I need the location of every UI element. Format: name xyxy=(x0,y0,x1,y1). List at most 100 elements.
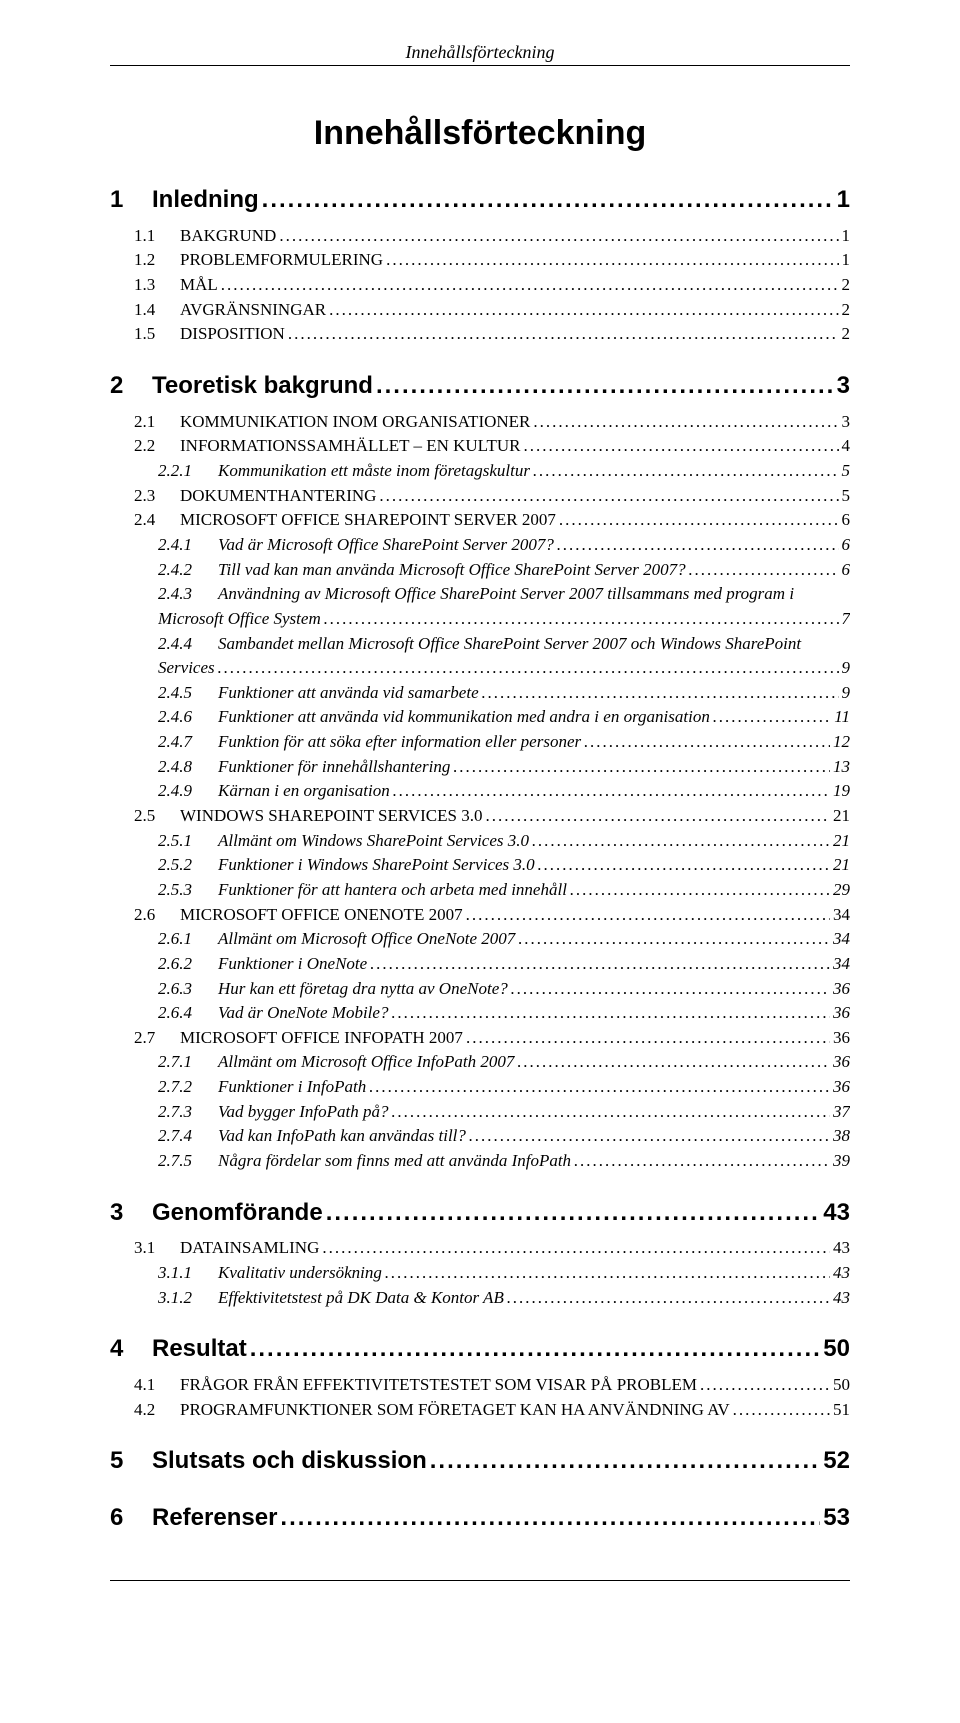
toc-label: MICROSOFT OFFICE ONENOTE 2007 xyxy=(180,903,463,928)
toc-page: 43 xyxy=(833,1261,850,1286)
toc-entry: 2Teoretisk bakgrund3 xyxy=(110,369,850,404)
toc-page: 50 xyxy=(823,1332,850,1367)
toc-page: 34 xyxy=(833,952,850,977)
toc-entry: 2.7.4Vad kan InfoPath kan användas till?… xyxy=(158,1124,850,1149)
toc-num: 2.7.2 xyxy=(158,1075,218,1100)
toc-entry: 2.4.5Funktioner att använda vid samarbet… xyxy=(158,681,850,706)
toc-num: 1.2 xyxy=(134,248,180,273)
toc-num: 5 xyxy=(110,1444,152,1479)
rule-top xyxy=(110,65,850,66)
toc-entry: 2.4.4Sambandet mellan Microsoft Office S… xyxy=(158,632,850,681)
toc-label: Funktioner att använda vid kommunikation… xyxy=(218,705,710,730)
toc-leader xyxy=(280,1501,820,1536)
toc-leader xyxy=(250,1332,821,1367)
toc-num: 2.7.4 xyxy=(158,1124,218,1149)
toc-entry: 2.5.1Allmänt om Windows SharePoint Servi… xyxy=(158,829,850,854)
running-head: Innehållsförteckning xyxy=(110,42,850,63)
toc-leader xyxy=(557,533,839,558)
toc-page: 38 xyxy=(833,1124,850,1149)
toc-num: 2.4.9 xyxy=(158,779,218,804)
toc-entry: 2.1KOMMUNIKATION INOM ORGANISATIONER3 xyxy=(134,410,850,435)
toc-leader xyxy=(370,952,830,977)
toc-leader xyxy=(518,927,830,952)
toc-leader xyxy=(482,681,839,706)
toc-num: 4.1 xyxy=(134,1373,180,1398)
toc-page: 9 xyxy=(842,681,851,706)
toc-label: AVGRÄNSNINGAR xyxy=(180,298,326,323)
toc-entry: 4.1FRÅGOR FRÅN EFFEKTIVITETSTESTET SOM V… xyxy=(134,1373,850,1398)
toc-leader xyxy=(700,1373,830,1398)
toc-page: 5 xyxy=(842,484,851,509)
toc-entry: 2.7.3Vad bygger InfoPath på?37 xyxy=(158,1100,850,1125)
toc-leader xyxy=(221,273,839,298)
toc-num: 2.4.4 xyxy=(158,632,218,657)
page-title: Innehållsförteckning xyxy=(110,114,850,153)
toc-num: 2 xyxy=(110,369,152,404)
toc-entry: 2.4.8Funktioner för innehållshantering13 xyxy=(158,755,850,780)
toc-entry: 1.4AVGRÄNSNINGAR2 xyxy=(134,298,850,323)
toc-label: Allmänt om Windows SharePoint Services 3… xyxy=(218,829,529,854)
toc-entry: 2.4MICROSOFT OFFICE SHAREPOINT SERVER 20… xyxy=(134,508,850,533)
toc-entry: 2.3DOKUMENTHANTERING 5 xyxy=(134,484,850,509)
toc-page: 51 xyxy=(833,1398,850,1423)
toc-num: 1.5 xyxy=(134,322,180,347)
toc-leader xyxy=(570,878,830,903)
toc-num: 2.2 xyxy=(134,434,180,459)
toc-entry: 1.3MÅL2 xyxy=(134,273,850,298)
toc-page: 50 xyxy=(833,1373,850,1398)
toc-entry: 5Slutsats och diskussion52 xyxy=(110,1444,850,1479)
toc-page: 21 xyxy=(833,804,850,829)
toc-entry: 2.5.3Funktioner för att hantera och arbe… xyxy=(158,878,850,903)
toc-page: 53 xyxy=(823,1501,850,1536)
toc-num: 3.1 xyxy=(134,1236,180,1261)
toc-page: 36 xyxy=(833,1075,850,1100)
toc-page: 12 xyxy=(833,730,850,755)
toc-num: 2.3 xyxy=(134,484,180,509)
toc-num: 2.4.3 xyxy=(158,582,218,607)
toc-leader xyxy=(524,434,839,459)
toc-leader xyxy=(329,298,838,323)
toc-leader xyxy=(393,779,830,804)
toc-label: Effektivitetstest på DK Data & Kontor AB xyxy=(218,1286,504,1311)
toc-label: WINDOWS SHAREPOINT SERVICES 3.0 xyxy=(180,804,482,829)
toc-label: DOKUMENTHANTERING xyxy=(180,484,376,509)
toc-label: KOMMUNIKATION INOM ORGANISATIONER xyxy=(180,410,530,435)
toc-label: PROGRAMFUNKTIONER SOM FÖRETAGET KAN HA A… xyxy=(180,1398,730,1423)
toc-leader xyxy=(485,804,830,829)
toc-label: INFORMATIONSSAMHÄLLET – EN KULTUR xyxy=(180,434,521,459)
toc-page: 43 xyxy=(823,1196,850,1231)
toc-leader xyxy=(533,459,839,484)
toc-num: 6 xyxy=(110,1501,152,1536)
toc-leader xyxy=(324,607,839,632)
toc-entry: 2.6.2Funktioner i OneNote34 xyxy=(158,952,850,977)
toc-num: 4.2 xyxy=(134,1398,180,1423)
toc-label: Funktioner i Windows SharePoint Services… xyxy=(218,853,535,878)
toc-label: Genomförande xyxy=(152,1196,323,1231)
toc-page: 36 xyxy=(833,1001,850,1026)
toc-label: BAKGRUND xyxy=(180,224,276,249)
toc-label: Microsoft Office System xyxy=(158,607,321,632)
toc-entry: 2.7.5Några fördelar som finns med att an… xyxy=(158,1149,850,1174)
toc-label: Funktion för att söka efter information … xyxy=(218,730,581,755)
toc-page: 6 xyxy=(842,558,851,583)
toc-leader xyxy=(379,484,838,509)
toc-num: 2.4.6 xyxy=(158,705,218,730)
toc-leader xyxy=(469,1124,830,1149)
toc-entry: 2.4.7Funktion för att söka efter informa… xyxy=(158,730,850,755)
toc-label: Kvalitativ undersökning xyxy=(218,1261,382,1286)
toc-page: 37 xyxy=(833,1100,850,1125)
toc-page: 3 xyxy=(842,410,851,435)
toc-label: PROBLEMFORMULERING xyxy=(180,248,383,273)
toc-page: 34 xyxy=(833,927,850,952)
toc-page: 2 xyxy=(842,298,851,323)
toc-label: Sambandet mellan Microsoft Office ShareP… xyxy=(218,632,801,657)
toc-entry: 2.7.2Funktioner i InfoPath36 xyxy=(158,1075,850,1100)
toc-num: 2.4.7 xyxy=(158,730,218,755)
toc-entry: 2.2INFORMATIONSSAMHÄLLET – EN KULTUR4 xyxy=(134,434,850,459)
toc-entry: 2.4.2Till vad kan man använda Microsoft … xyxy=(158,558,850,583)
toc-entry: 2.4.9Kärnan i en organisation19 xyxy=(158,779,850,804)
toc-leader xyxy=(288,322,839,347)
toc-leader xyxy=(517,1050,830,1075)
toc-leader xyxy=(262,183,834,218)
toc-page: 11 xyxy=(834,705,850,730)
